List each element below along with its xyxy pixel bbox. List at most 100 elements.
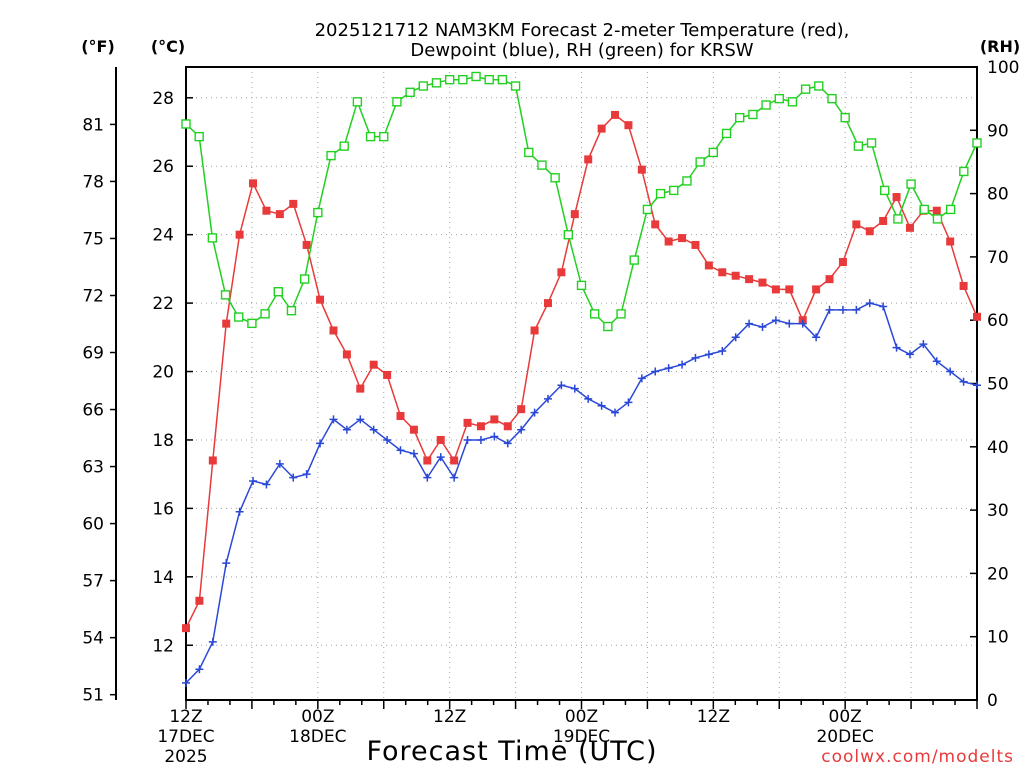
fahrenheit-tick-label: 63 [82,458,104,478]
temperature-point [195,596,204,605]
rh-point [814,81,824,91]
fahrenheit-tick-label: 60 [82,515,104,535]
rh-point [893,214,903,224]
rh-point [537,160,547,170]
rh-point [484,74,494,85]
dewpoint-point [664,364,673,373]
temperature-point [436,435,445,444]
rh-point [405,87,415,98]
rh-point [906,179,916,189]
rh-point [563,230,574,240]
x-tick-label: 12Z [697,707,730,727]
rh-tick-label: 60 [987,311,1009,331]
dewpoint-point [718,346,727,355]
chart-title-line-1: 2025121712 NAM3KM Forecast 2-meter Tempe… [315,20,850,41]
rh-point [721,128,732,139]
rh-point [972,138,982,148]
rh-point [919,204,929,215]
rh-point [959,166,969,177]
rh-point [313,207,323,218]
dewpoint-point [490,432,499,441]
celsius-tick-label: 16 [152,499,174,519]
rh-point [379,131,389,142]
celsius-tick-label: 24 [152,226,174,246]
dewpoint-point [570,384,579,393]
dewpoint-point [208,637,217,646]
dewpoint-point [745,319,754,328]
fahrenheit-tick-label: 57 [82,572,104,592]
rh-point [220,290,231,300]
temperature-point [664,237,673,246]
rh-point [444,74,455,85]
dewpoint-point [275,459,284,468]
x-tick-label: 20DEC [816,727,873,747]
temperature-point [892,193,901,202]
temperature-point [852,220,861,229]
fahrenheit-tick-label: 81 [82,115,104,135]
temperature-point [182,624,190,633]
dewpoint-point [396,446,405,455]
temperature-point [517,405,526,414]
temperature-line [185,113,978,629]
x-tick-label: 12Z [433,707,466,727]
dewpoint-point [409,449,418,458]
rh-point [510,81,521,91]
axes: 51 54 57 60 63 66 69 72 75 78 81 12 14 16 18 20 22 24 26 28… [82,58,1019,767]
celsius-tick-label: 26 [152,157,174,177]
dewpoint-point [637,374,646,383]
rh-point [880,185,890,196]
dewpoint-point [289,473,298,482]
rh-point [932,214,943,224]
data-series [181,71,982,687]
gridlines [186,67,977,700]
temperature-point [691,240,700,249]
dewpoint-point [584,394,593,403]
rh-point [669,185,679,196]
dewpoint-point [771,316,780,325]
dewpoint-point [879,302,888,311]
rh-tick-label: 50 [987,375,1009,395]
temperature-point [396,412,405,421]
temperature-point [637,165,646,174]
chart-title-line-2: Dewpoint (blue), RH (green) for KRSW [410,40,753,61]
x-tick-label: 00Z [565,707,598,727]
temperature-point [490,415,499,424]
temperature-point [879,216,888,225]
rh-point [616,309,626,319]
fahrenheit-tick-label: 51 [82,686,104,706]
rh-point [234,312,244,322]
temperature-point [262,206,271,215]
rh-point [735,112,745,123]
rh-point [299,274,310,284]
rh-point [352,97,363,107]
temperature-point [463,418,472,427]
rh-point [286,306,297,316]
temperature-point [973,312,981,321]
celsius-axis-label: (°C) [151,37,185,56]
rh-point [181,119,191,129]
rh-point [392,97,402,107]
rh-tick-label: 90 [987,121,1009,141]
temperature-point [316,295,325,304]
dewpoint-point [704,350,713,359]
dewpoint-point [543,394,552,403]
dewpoint-point [302,470,311,479]
rh-point [853,141,864,151]
dewpoint-point [383,435,392,444]
dewpoint-point [463,435,472,444]
dewpoint-point [342,425,351,434]
x-tick-label: 00Z [829,707,862,727]
temperature-point [356,384,365,393]
celsius-tick-label: 22 [152,294,174,314]
dewpoint-point [785,319,794,328]
dewpoint-point [731,333,740,342]
rh-point [708,147,719,158]
dewpoint-point [624,398,633,407]
dewpoint-point [932,357,941,366]
dewpoint-point [369,425,378,434]
rh-point [840,112,850,123]
dewpoint-point [691,353,700,362]
rh-point [471,71,481,82]
rh-point [761,100,771,110]
temperature-point [450,456,459,465]
